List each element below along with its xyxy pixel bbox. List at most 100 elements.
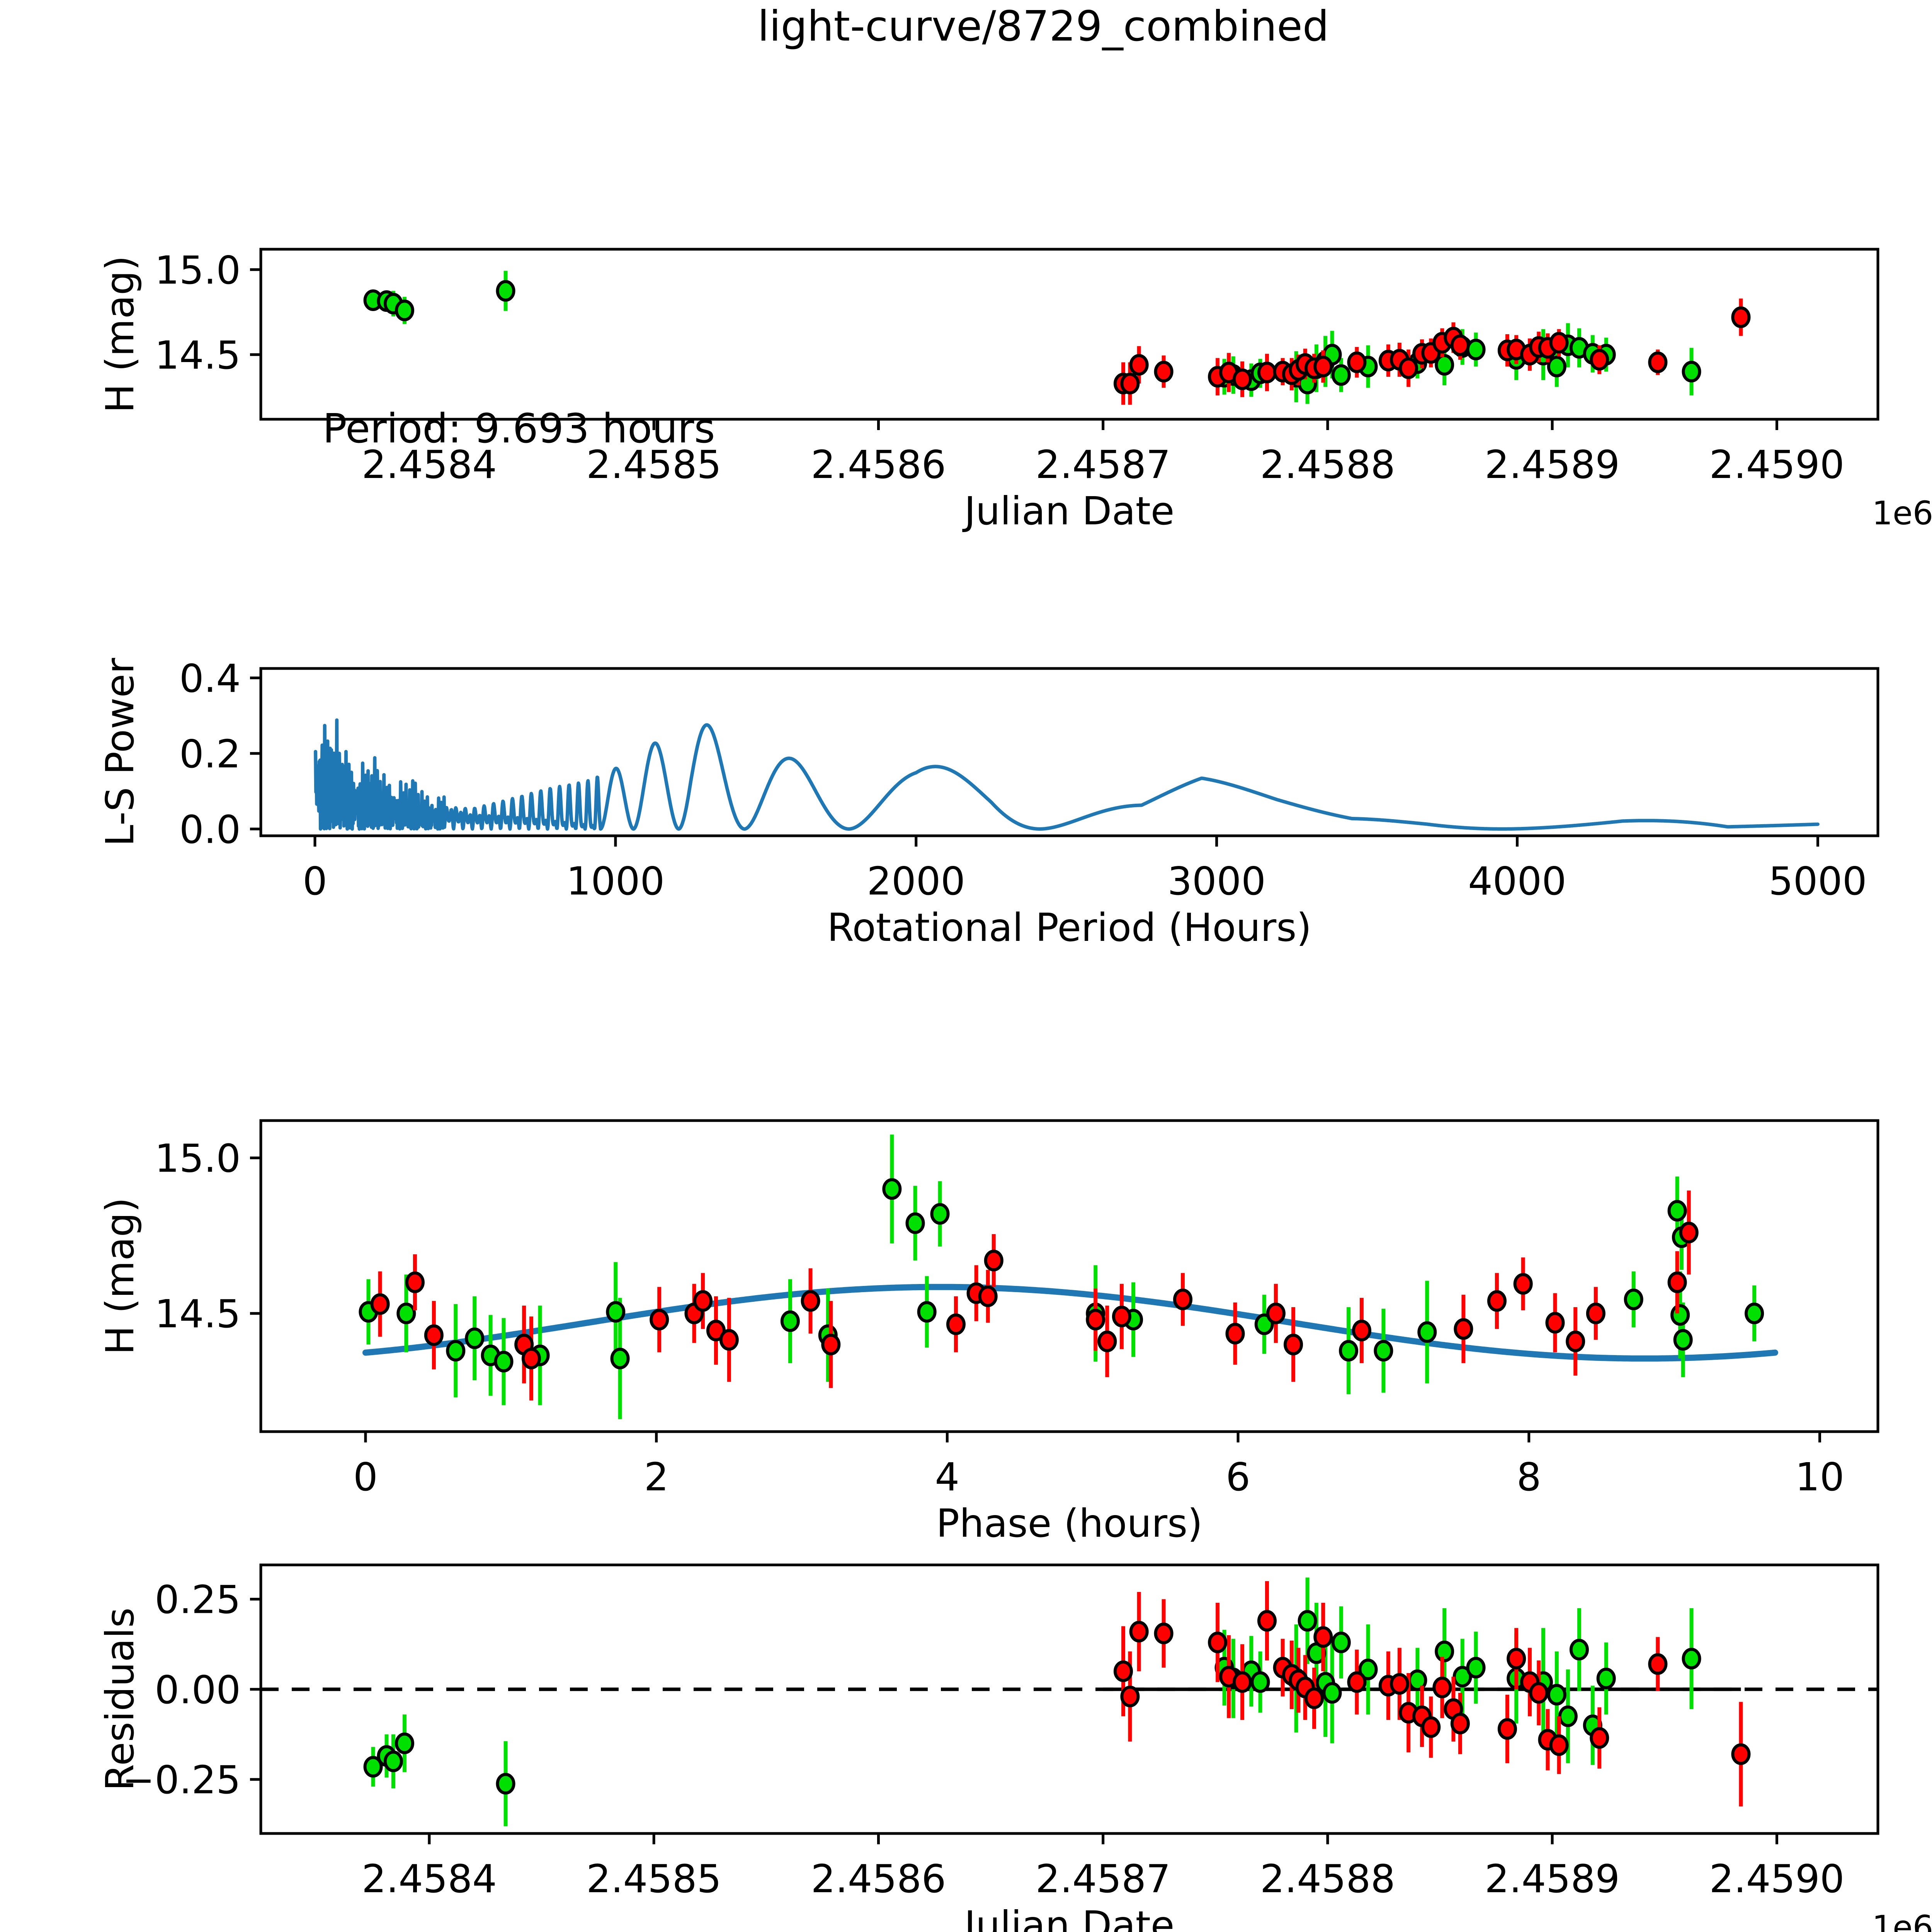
data-point-red [650, 1309, 669, 1331]
data-point-red [1266, 1303, 1286, 1325]
panel-phase-yticklabel: 15.0 [155, 1136, 241, 1181]
panel-lightcurve-ylabel: H (mag) [97, 255, 143, 413]
data-point-red [1304, 1687, 1324, 1709]
data-point-green [1417, 1321, 1437, 1343]
data-point-red [821, 1333, 841, 1355]
data-point-green [1374, 1340, 1393, 1362]
panel-lightcurve-yticklabel: 14.5 [155, 333, 241, 378]
panel-lightcurve-yticklabel: 15.0 [155, 248, 241, 293]
data-point-red [1097, 1330, 1117, 1352]
data-point-green [395, 299, 414, 321]
data-point-red [1566, 1330, 1585, 1352]
data-point-red [1257, 362, 1277, 383]
data-point-green [1331, 1631, 1351, 1653]
data-point-red [1648, 351, 1668, 373]
data-point-red [1590, 1727, 1609, 1749]
data-point-red [1129, 354, 1149, 376]
data-point-red [1529, 1682, 1549, 1704]
data-point-green [494, 1350, 514, 1372]
data-point-red [1454, 1318, 1473, 1340]
page-title: light-curve/8729_combined [758, 2, 1329, 51]
panel-residuals-xticklabel: 2.4586 [811, 1856, 946, 1901]
data-point-green [1624, 1288, 1643, 1310]
panel-phase-yticklabel: 14.5 [155, 1291, 241, 1337]
panel-residuals-xticklabel: 2.4584 [362, 1856, 497, 1901]
panel-periodogram-yticklabel: 0.2 [179, 731, 241, 777]
data-point-green [496, 280, 515, 302]
sinusoid-fit-curve [362, 1284, 1778, 1362]
data-point-green [395, 1732, 414, 1754]
data-point-red [1233, 1671, 1252, 1693]
data-point-red [1399, 357, 1418, 379]
panel-lightcurve-offset-text: 1e6 [1872, 494, 1932, 532]
panel-lightcurve-xlabel: Julian Date [962, 488, 1175, 534]
data-point-green [1250, 1671, 1270, 1693]
panel-phase-frame [259, 1119, 1879, 1433]
panel-residuals-xticklabel: 2.4588 [1260, 1856, 1395, 1901]
panel-phase-xticklabel: 0 [353, 1454, 378, 1500]
data-point-green [905, 1212, 925, 1234]
data-point-green [917, 1301, 937, 1323]
data-point-red [1590, 349, 1609, 371]
data-point-green [606, 1301, 626, 1323]
data-point-green [930, 1203, 950, 1225]
data-point-red [1120, 372, 1140, 395]
data-point-red [1432, 1677, 1452, 1699]
data-point-green [396, 1303, 416, 1325]
data-point-red [946, 1313, 966, 1335]
data-point-red [1731, 1743, 1751, 1765]
data-point-red [1450, 1713, 1470, 1735]
panel-residuals-ylabel: Residuals [97, 1607, 143, 1791]
panel-phase-ylabel: H (mag) [97, 1197, 143, 1355]
data-point-green [1547, 355, 1566, 378]
panel-periodogram-yticklabel: 0.0 [179, 807, 241, 852]
data-point-red [1731, 306, 1751, 328]
data-point-red [370, 1293, 390, 1315]
data-point-red [1352, 1320, 1371, 1342]
data-point-red [1421, 1716, 1441, 1738]
data-point-red [1154, 1622, 1173, 1645]
panel-lightcurve-xticklabel: 2.4589 [1485, 442, 1620, 487]
data-point-red [1313, 1626, 1333, 1648]
data-point-red [1225, 1323, 1245, 1345]
data-point-red [1487, 1290, 1507, 1312]
data-point-red [693, 1290, 713, 1312]
panel-residuals-yticklabel: −0.25 [122, 1757, 241, 1803]
data-point-red [1586, 1303, 1605, 1325]
data-point-red [984, 1250, 1003, 1272]
data-point-green [1558, 1705, 1578, 1727]
data-point-red [1233, 368, 1252, 390]
panel-lightcurve-xticklabel: 2.4588 [1260, 442, 1395, 487]
data-point-red [1208, 1631, 1228, 1653]
data-point-green [1298, 1610, 1317, 1632]
panel-phase-xlabel: Phase (hours) [936, 1501, 1203, 1546]
panel-periodogram-xticklabel: 0 [303, 859, 327, 904]
panel-periodogram-ylabel: L-S Power [97, 658, 143, 847]
data-point-red [1389, 1673, 1409, 1695]
data-point-red [719, 1329, 739, 1351]
panel-periodogram-xticklabel: 5000 [1769, 859, 1867, 904]
data-point-green [1745, 1303, 1764, 1325]
panel-residuals-xticklabel: 2.4590 [1709, 1856, 1844, 1901]
data-point-red [1679, 1221, 1699, 1243]
period-annotation: Period: 9.693 hours [323, 405, 715, 452]
panel-periodogram-xlabel: Rotational Period (Hours) [827, 905, 1312, 950]
data-point-red [1257, 1610, 1277, 1632]
data-point-green [383, 1750, 403, 1772]
data-point-green [465, 1327, 485, 1349]
data-point-red [1120, 1685, 1140, 1708]
data-point-green [1547, 1684, 1566, 1706]
data-point-green [610, 1347, 630, 1369]
data-point-green [1435, 354, 1454, 376]
data-point-red [1497, 1718, 1517, 1740]
panel-residuals-xticklabel: 2.4585 [586, 1856, 721, 1901]
data-point-green [1670, 1304, 1690, 1326]
data-point-red [1667, 1271, 1687, 1293]
panel-residuals-yticklabel: 0.25 [155, 1577, 241, 1622]
panel-periodogram-yticklabel: 0.4 [179, 656, 241, 701]
panel-residuals-xticklabel: 2.4587 [1036, 1856, 1171, 1901]
data-point-red [801, 1290, 820, 1312]
panel-lightcurve-xticklabel: 2.4590 [1709, 442, 1844, 487]
